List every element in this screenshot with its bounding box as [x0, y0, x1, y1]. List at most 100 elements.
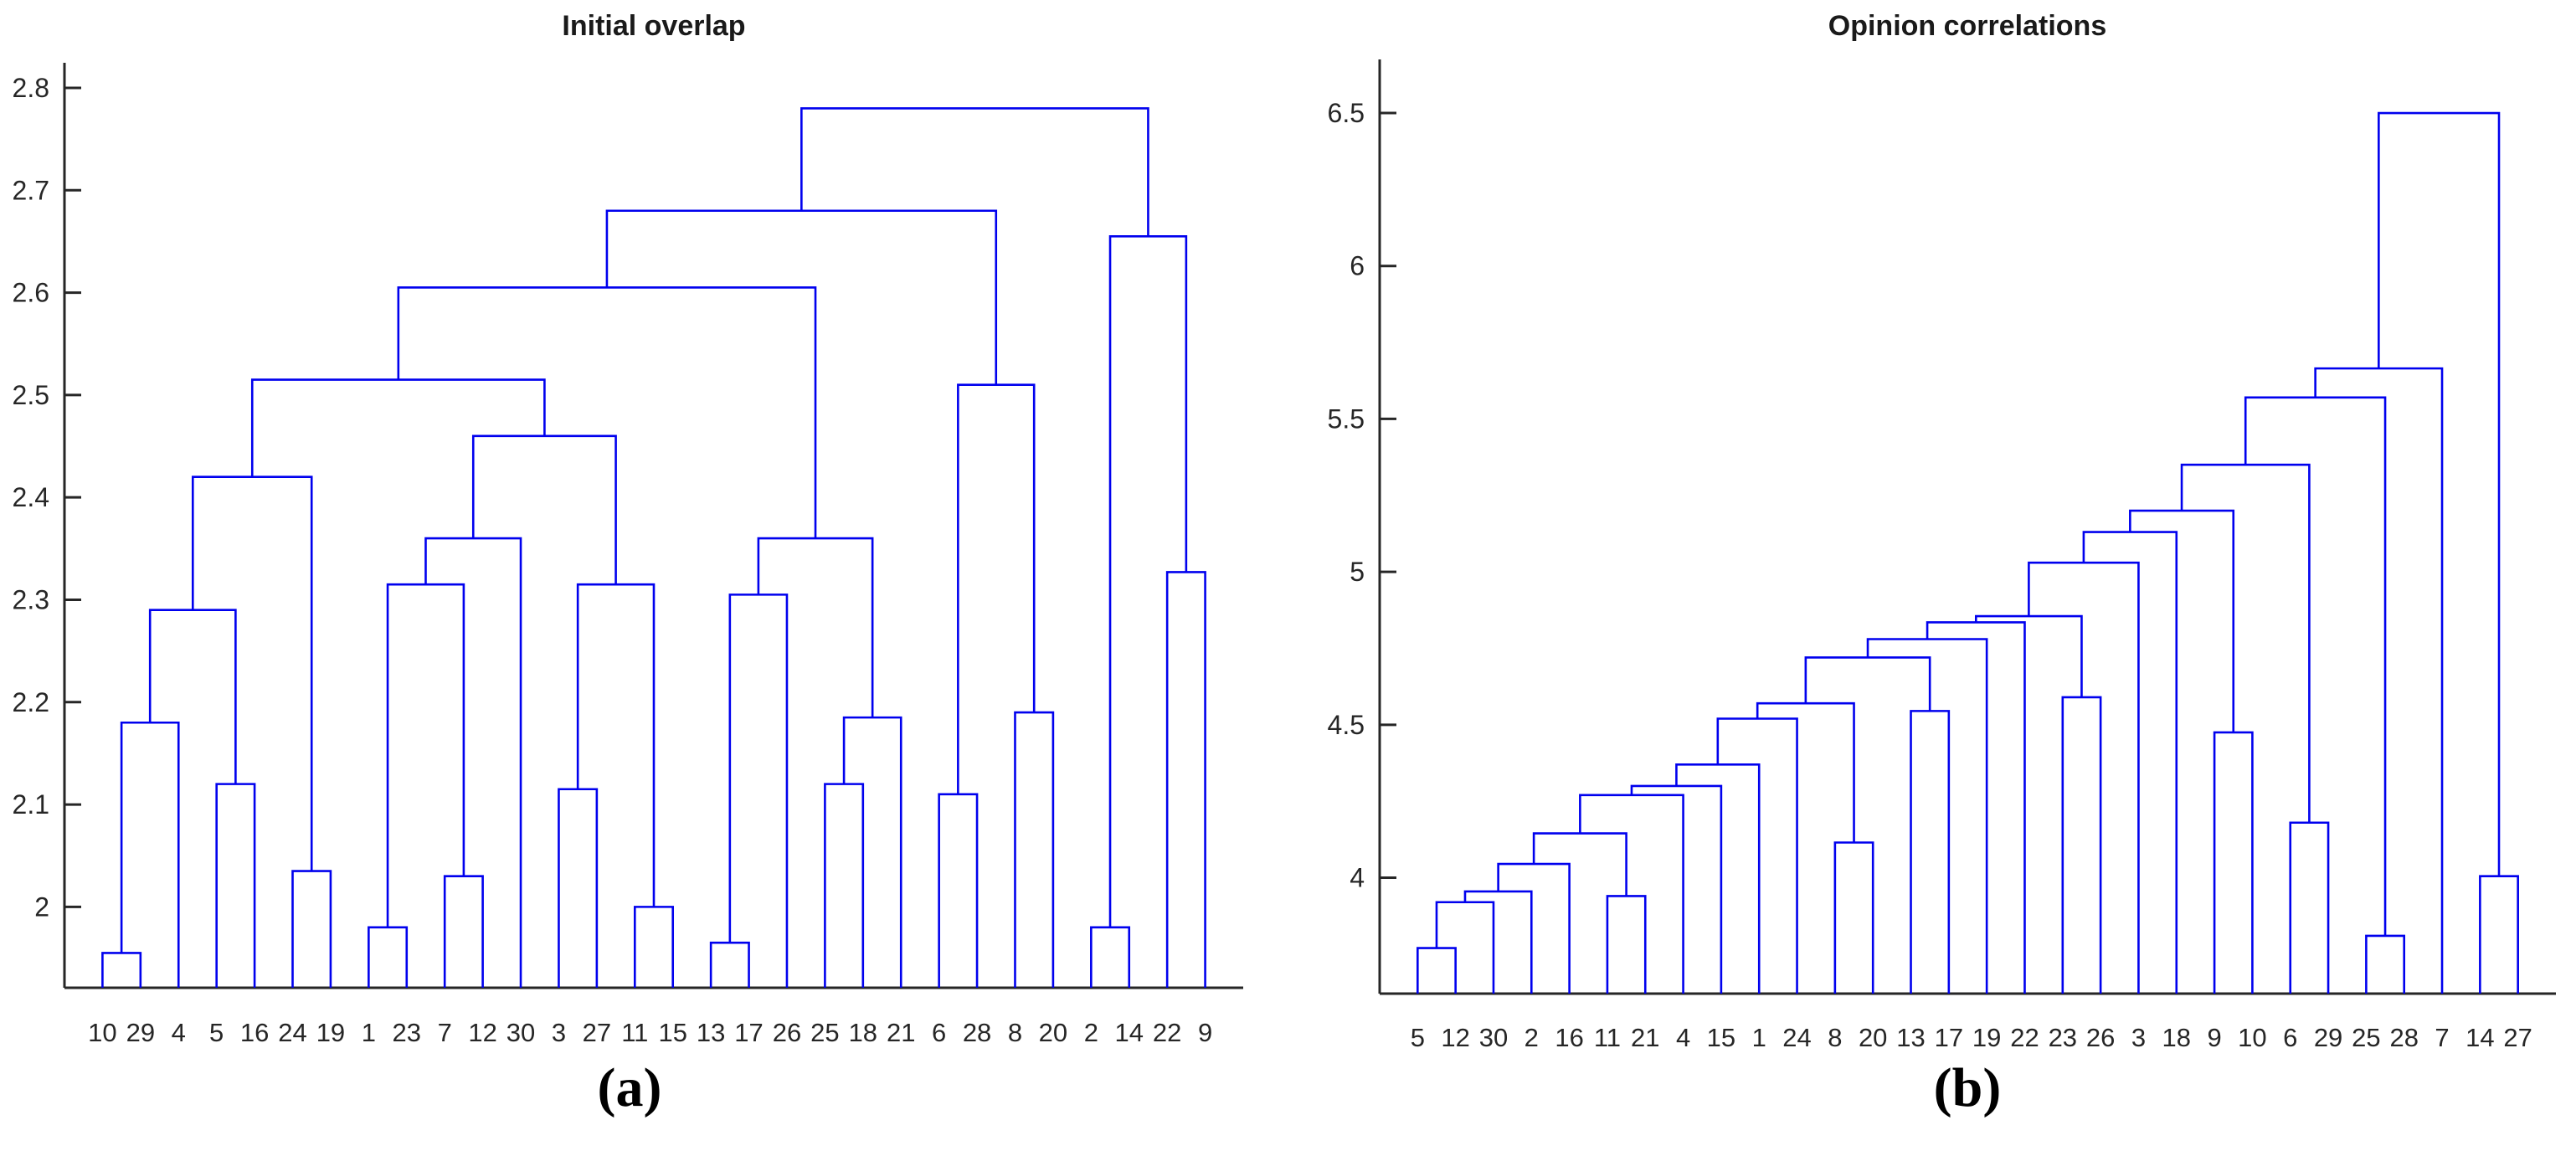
merge-link — [291, 870, 332, 988]
merge-link — [757, 537, 874, 718]
leaf-label: 25 — [810, 1018, 839, 1047]
leaf-label: 21 — [1631, 1023, 1659, 1052]
merge-link — [368, 926, 409, 988]
merge-link — [1910, 710, 1951, 994]
leaf-label: 30 — [506, 1018, 535, 1047]
merge-link — [1579, 794, 1684, 994]
leaf-label: 10 — [2238, 1023, 2266, 1052]
merge-link — [824, 783, 865, 988]
leaf-label: 13 — [1896, 1023, 1925, 1052]
merge-link — [424, 537, 522, 988]
y-ticks: 2 2.1 2.2 2.3 2.4 2.5 2.6 2.7 2.8 — [13, 73, 81, 922]
merge-link — [1497, 862, 1571, 994]
leaf-label: 3 — [2131, 1023, 2146, 1052]
leaf-label: 12 — [1441, 1023, 1469, 1052]
y-tick-label: 2.8 — [13, 73, 49, 103]
chart-b: 44.555.566.55 12 30 2 16 11 21 4 15 1 24 8 20 13 17 19 2… — [1328, 59, 2556, 1052]
merge-link — [800, 107, 1149, 237]
leaf-label: 20 — [1859, 1023, 1887, 1052]
y-tick-label: 2.7 — [13, 175, 49, 205]
leaf-label: 22 — [2010, 1023, 2039, 1052]
merge-link — [148, 609, 237, 784]
y-tick-label: 4 — [1350, 863, 1365, 893]
leaf-label: 26 — [2086, 1023, 2115, 1052]
axes — [1378, 59, 2556, 995]
merge-link — [191, 475, 313, 871]
leaf-label: 29 — [126, 1018, 155, 1047]
leaf-label: 8 — [1828, 1023, 1842, 1052]
y-tick-label: 2.6 — [13, 278, 49, 308]
merge-link — [1090, 926, 1131, 988]
leaf-label: 18 — [849, 1018, 877, 1047]
merge-link — [1926, 621, 2026, 994]
y-tick-label: 6.5 — [1328, 98, 1365, 128]
y-tick-label: 2.4 — [13, 482, 49, 512]
leaf-label: 13 — [697, 1018, 725, 1047]
leaf-label: 10 — [88, 1018, 116, 1047]
merge-link — [2129, 509, 2235, 732]
merge-link — [250, 378, 546, 477]
leaf-label: 20 — [1039, 1018, 1067, 1047]
merge-link — [1417, 947, 1457, 994]
leaf-label: 4 — [172, 1018, 186, 1047]
leaf-labels: 10 29 4 5 16 24 19 1 23 7 12 30 3 27 11 15 13 17 26 25 18 21 6… — [88, 1018, 1212, 1047]
leaf-label: 1 — [362, 1018, 376, 1047]
leaf-label: 24 — [1782, 1023, 1811, 1052]
leaf-label: 7 — [438, 1018, 452, 1047]
leaf-label: 5 — [1411, 1023, 1425, 1052]
merge-link — [1435, 901, 1495, 994]
chart-a: 22.12.22.32.42.52.62.72.810 29 4 5 16 24 19 1 23… — [13, 63, 1243, 1047]
leaf-label: 9 — [2207, 1023, 2221, 1052]
merge-link — [842, 716, 902, 988]
leaf-label: 27 — [583, 1018, 611, 1047]
merge-link — [558, 788, 599, 988]
y-tick-label: 5.5 — [1328, 403, 1365, 434]
leaf-label: 1 — [1752, 1023, 1766, 1052]
merge-link — [938, 793, 979, 988]
caption-b: (b) — [1933, 1057, 2002, 1118]
y-tick-label: 2.3 — [13, 584, 49, 614]
caption-a: (a) — [597, 1057, 662, 1118]
merge-link — [2479, 875, 2519, 994]
merge-link — [1165, 571, 1206, 988]
leaf-label: 23 — [393, 1018, 421, 1047]
leaf-label: 6 — [2283, 1023, 2297, 1052]
leaf-label: 15 — [658, 1018, 686, 1047]
leaf-label: 11 — [1594, 1023, 1621, 1052]
merge-link — [2061, 696, 2102, 994]
leaf-label: 16 — [240, 1018, 269, 1047]
leaf-label: 25 — [2352, 1023, 2380, 1052]
leaf-label: 19 — [1972, 1023, 2001, 1052]
merge-link — [2028, 561, 2140, 994]
merge-link — [1108, 235, 1188, 927]
merge-link — [1756, 701, 1855, 843]
merge-link — [215, 783, 256, 988]
merge-link — [1675, 763, 1761, 994]
leaf-label: 19 — [316, 1018, 345, 1047]
merge-link — [443, 875, 484, 988]
merge-link — [1974, 614, 2083, 697]
merge-link — [728, 593, 789, 988]
leaf-labels: 5 12 30 2 16 11 21 4 15 1 24 8 20 13 17 19 22 23 26 3 18 9 10 6… — [1411, 1023, 2532, 1052]
y-tick-label: 2.1 — [13, 789, 49, 820]
leaf-label: 9 — [1198, 1018, 1212, 1047]
leaf-label: 26 — [773, 1018, 801, 1047]
leaf-label: 29 — [2314, 1023, 2342, 1052]
leaf-label: 17 — [734, 1018, 763, 1047]
leaf-label: 18 — [2162, 1023, 2191, 1052]
merge-link — [605, 209, 998, 385]
leaf-label: 14 — [2465, 1023, 2494, 1052]
merge-link — [2365, 934, 2406, 994]
merge-link — [576, 583, 656, 907]
leaf-label: 17 — [1935, 1023, 1963, 1052]
leaf-label: 2 — [1084, 1018, 1098, 1047]
merge-link — [120, 721, 180, 988]
leaf-label: 28 — [963, 1018, 991, 1047]
leaf-label: 2 — [1525, 1023, 1539, 1052]
leaf-label: 7 — [2435, 1023, 2449, 1052]
leaf-label: 16 — [1555, 1023, 1583, 1052]
chart-b-title: Opinion correlations — [1828, 10, 2107, 42]
merge-link — [1014, 711, 1055, 988]
